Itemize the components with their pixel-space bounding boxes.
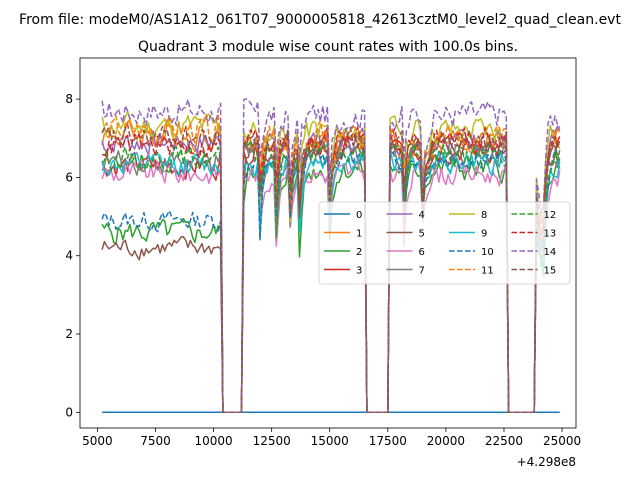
legend-label: 1 [356, 229, 362, 240]
y-tick-label: 4 [65, 249, 73, 263]
x-tick-label: 15000 [311, 434, 349, 448]
series-line-15 [101, 123, 561, 414]
legend-label: 4 [419, 210, 425, 221]
y-axis: 0 2 4 6 8 [65, 92, 80, 419]
legend-label: 12 [544, 210, 557, 221]
series-line-12 [101, 139, 561, 414]
x-tick-label: 7500 [140, 434, 171, 448]
legend-label: 6 [419, 247, 425, 258]
figure-suptitle: From file: modeM0/AS1A12_061T07_90000058… [19, 12, 621, 28]
legend-label: 8 [481, 210, 487, 221]
legend-label: 2 [356, 247, 362, 258]
legend-label: 10 [481, 247, 494, 258]
x-tick-label: 5000 [82, 434, 113, 448]
y-tick-label: 6 [65, 170, 73, 184]
y-tick-label: 2 [65, 327, 73, 341]
series-line-11 [101, 113, 561, 414]
x-tick-label: 12500 [253, 434, 291, 448]
legend-label: 0 [356, 210, 362, 221]
y-tick-label: 8 [65, 92, 73, 106]
x-offset-label: +4.298e8 [517, 455, 576, 469]
axes-frame [79, 57, 577, 429]
x-tick-label: 17500 [369, 434, 407, 448]
legend-label: 13 [544, 229, 557, 240]
y-tick-label: 0 [65, 405, 73, 419]
legend-label: 3 [356, 266, 362, 277]
legend-label: 7 [419, 266, 425, 277]
x-tick-label: 20000 [427, 434, 465, 448]
legend-label: 5 [419, 229, 425, 240]
x-tick-label: 22500 [485, 434, 523, 448]
legend-label: 9 [481, 229, 487, 240]
x-axis: 5000 7500 10000 12500 15000 17500 20000 22500 25… [82, 428, 581, 448]
x-tick-label: 10000 [194, 434, 232, 448]
chart-title: Quadrant 3 module wise count rates with … [138, 39, 518, 55]
x-tick-label: 25000 [543, 434, 581, 448]
legend-label: 14 [544, 247, 557, 258]
legend-label: 15 [544, 266, 557, 277]
series-line-14 [101, 98, 561, 414]
legend-box [318, 201, 571, 285]
legend-label: 11 [481, 266, 494, 277]
